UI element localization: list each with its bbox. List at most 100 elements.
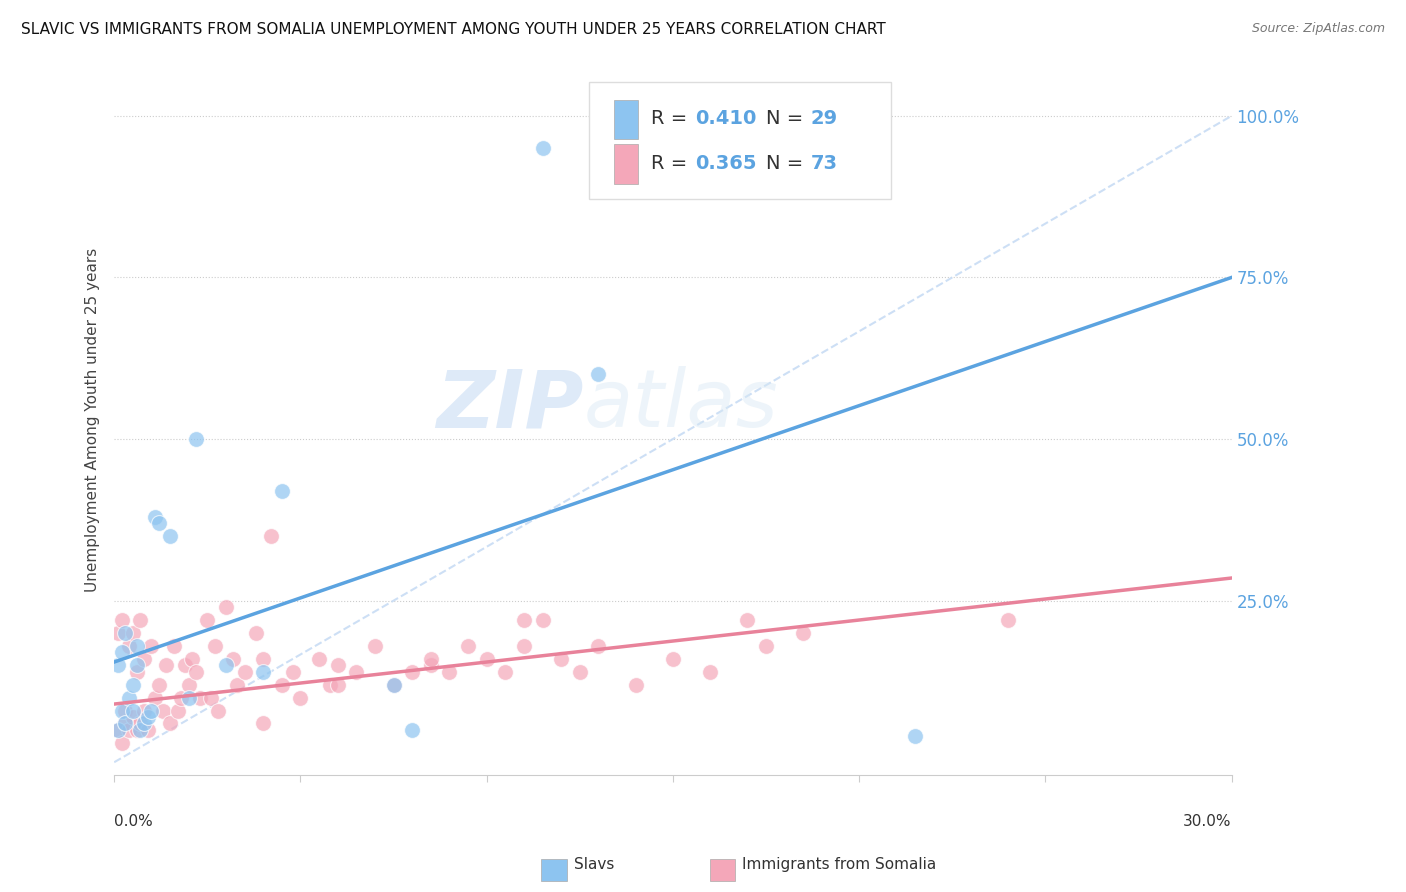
- Point: [132, 704, 155, 718]
- Text: SLAVIC VS IMMIGRANTS FROM SOMALIA UNEMPLOYMENT AMONG YOUTH UNDER 25 YEARS CORREL: SLAVIC VS IMMIGRANTS FROM SOMALIA UNEMPL…: [21, 22, 886, 37]
- Point: [588, 639, 610, 653]
- Point: [364, 639, 387, 653]
- Point: [382, 678, 405, 692]
- Point: [233, 665, 256, 679]
- Point: [624, 678, 647, 692]
- Point: [107, 723, 129, 737]
- Point: [319, 678, 342, 692]
- Point: [114, 704, 136, 718]
- Point: [290, 690, 312, 705]
- Point: [118, 639, 141, 653]
- Point: [222, 652, 245, 666]
- Text: 0.365: 0.365: [696, 154, 756, 173]
- Point: [308, 652, 330, 666]
- Point: [204, 639, 226, 653]
- Point: [326, 678, 349, 692]
- FancyBboxPatch shape: [589, 82, 891, 199]
- Point: [195, 613, 218, 627]
- Point: [177, 678, 200, 692]
- Text: N =: N =: [766, 110, 810, 128]
- Point: [111, 704, 134, 718]
- Point: [111, 736, 134, 750]
- Point: [129, 723, 152, 737]
- Point: [148, 678, 170, 692]
- Point: [419, 658, 441, 673]
- Text: Source: ZipAtlas.com: Source: ZipAtlas.com: [1251, 22, 1385, 36]
- Point: [125, 723, 148, 737]
- Point: [107, 658, 129, 673]
- Point: [186, 665, 208, 679]
- Point: [568, 665, 591, 679]
- Point: [245, 626, 267, 640]
- Point: [186, 432, 208, 446]
- Point: [121, 626, 143, 640]
- Point: [129, 613, 152, 627]
- Point: [494, 665, 516, 679]
- Text: R =: R =: [651, 154, 693, 173]
- Point: [121, 678, 143, 692]
- Point: [326, 658, 349, 673]
- Point: [125, 639, 148, 653]
- Point: [159, 529, 181, 543]
- Point: [344, 665, 367, 679]
- Point: [111, 645, 134, 659]
- Text: Immigrants from Somalia: Immigrants from Somalia: [742, 857, 936, 872]
- Point: [215, 658, 238, 673]
- Point: [252, 716, 274, 731]
- Point: [121, 704, 143, 718]
- Point: [270, 678, 292, 692]
- Point: [141, 704, 163, 718]
- Point: [174, 658, 197, 673]
- Point: [200, 690, 222, 705]
- Point: [121, 710, 143, 724]
- Point: [226, 678, 249, 692]
- Point: [419, 652, 441, 666]
- Point: [125, 665, 148, 679]
- Point: [382, 678, 405, 692]
- Point: [904, 730, 927, 744]
- Point: [475, 652, 498, 666]
- Text: atlas: atlas: [583, 367, 779, 444]
- Point: [136, 723, 159, 737]
- FancyBboxPatch shape: [614, 100, 638, 139]
- Text: 73: 73: [810, 154, 838, 173]
- Point: [755, 639, 778, 653]
- Point: [107, 626, 129, 640]
- Point: [281, 665, 304, 679]
- Point: [129, 716, 152, 731]
- Point: [401, 665, 423, 679]
- Point: [439, 665, 461, 679]
- Point: [118, 690, 141, 705]
- Point: [252, 665, 274, 679]
- Point: [550, 652, 572, 666]
- Point: [792, 626, 814, 640]
- Text: R =: R =: [651, 110, 693, 128]
- Point: [143, 509, 166, 524]
- Point: [132, 716, 155, 731]
- Point: [188, 690, 211, 705]
- Point: [118, 723, 141, 737]
- Point: [136, 710, 159, 724]
- Point: [531, 613, 554, 627]
- Point: [132, 652, 155, 666]
- Point: [662, 652, 685, 666]
- Text: 30.0%: 30.0%: [1184, 814, 1232, 830]
- Text: 0.410: 0.410: [696, 110, 756, 128]
- Point: [143, 690, 166, 705]
- Point: [207, 704, 229, 718]
- Point: [114, 716, 136, 731]
- Point: [170, 690, 193, 705]
- Point: [166, 704, 188, 718]
- Point: [114, 626, 136, 640]
- Y-axis label: Unemployment Among Youth under 25 years: Unemployment Among Youth under 25 years: [86, 247, 100, 591]
- Point: [270, 483, 292, 498]
- Point: [401, 723, 423, 737]
- Point: [737, 141, 759, 155]
- Text: ZIP: ZIP: [436, 367, 583, 444]
- Point: [588, 368, 610, 382]
- Point: [259, 529, 281, 543]
- Point: [107, 723, 129, 737]
- Point: [252, 652, 274, 666]
- Point: [125, 658, 148, 673]
- Point: [163, 639, 186, 653]
